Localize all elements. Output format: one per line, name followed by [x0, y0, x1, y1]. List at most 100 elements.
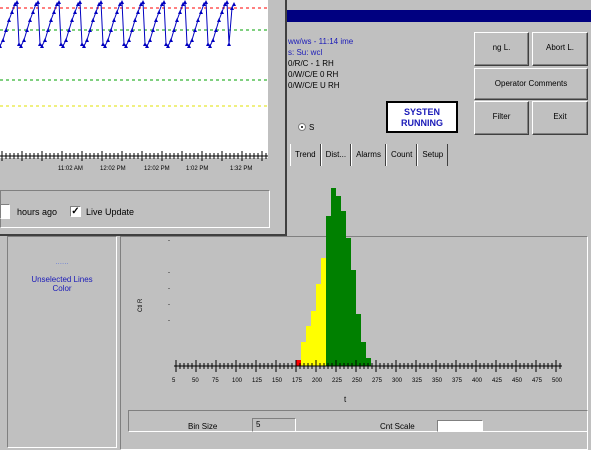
trend-point	[175, 18, 179, 22]
trend-point	[67, 28, 71, 32]
hours-ago-input[interactable]	[0, 204, 10, 219]
trend-point	[31, 10, 35, 14]
trend-point	[49, 18, 53, 22]
trend-point	[103, 44, 107, 48]
color-link[interactable]: Color	[52, 284, 72, 293]
trend-point	[15, 0, 19, 4]
trend-point	[78, 0, 82, 4]
x-tick-label: 450	[512, 378, 523, 384]
trend-window: 11:02 AM 12:02 PM 12:02 PM 1:02 PM 1:32 …	[0, 0, 287, 236]
app-title-bar	[286, 10, 591, 22]
trend-point	[133, 18, 137, 22]
histogram-bar	[321, 258, 326, 366]
abort-button[interactable]: Abort L.	[532, 32, 588, 66]
tab-distribution[interactable]: Dist...	[320, 144, 352, 166]
trend-point	[185, 42, 189, 46]
x-tick-label: 5	[172, 378, 176, 384]
trend-point	[199, 10, 203, 14]
x-tick-label: 300	[392, 378, 403, 384]
x-tick-label: 275	[372, 378, 383, 384]
x-tick-label: 325	[412, 378, 423, 384]
tab-count[interactable]: Count	[385, 144, 418, 166]
x-tick-label: 400	[472, 378, 483, 384]
histogram-bar	[311, 311, 316, 366]
trend-point	[70, 18, 74, 22]
info-line: ww/ws - 11:14 ime	[288, 37, 354, 46]
histogram-bars	[296, 188, 371, 366]
live-update-checkbox[interactable]: ✓	[70, 206, 81, 217]
trend-point	[25, 28, 29, 32]
trend-point	[196, 18, 200, 22]
trend-point	[143, 42, 147, 46]
trend-point	[73, 10, 77, 14]
trend-series-line	[0, 0, 235, 47]
histogram-bar	[356, 314, 361, 366]
count-scale-input[interactable]	[437, 420, 483, 432]
live-update-label: Live Update	[86, 207, 135, 217]
time-label: 11:02 AM	[58, 166, 83, 172]
unselected-lines-link[interactable]: Unselected Lines	[31, 275, 93, 284]
trend-point	[4, 28, 8, 32]
trend-point	[183, 0, 187, 4]
exit-button[interactable]: Exit	[532, 101, 588, 135]
trend-point	[57, 0, 61, 4]
x-tick-label: 100	[232, 378, 243, 384]
trend-point	[115, 10, 119, 14]
time-label: 12:02 PM	[144, 166, 170, 172]
radio-option[interactable]: S	[298, 123, 314, 132]
trend-point	[80, 42, 84, 46]
trend-point	[1, 38, 5, 42]
trend-point	[208, 44, 212, 48]
x-axis-ticks	[175, 360, 561, 372]
trend-point	[94, 10, 98, 14]
trend-plot-area	[0, 0, 268, 158]
trend-point	[19, 44, 23, 48]
x-tick-label: 500	[552, 378, 563, 384]
trend-point	[220, 10, 224, 14]
svg-text:-: -	[168, 302, 170, 308]
trend-point	[64, 38, 68, 42]
svg-text:-: -	[168, 270, 170, 276]
trend-point	[193, 28, 197, 32]
x-axis-tick-labels: 5 50 75 100 125 150 175 200 225 250 275 300 325 350 37…	[172, 378, 563, 384]
x-tick-label: 50	[192, 378, 199, 384]
trend-point	[187, 44, 191, 48]
x-tick-label: 475	[532, 378, 543, 384]
histogram-bar	[316, 284, 321, 366]
x-tick-label: 75	[212, 378, 219, 384]
operator-comments-button[interactable]: Operator Comments	[474, 68, 588, 100]
trend-point	[46, 28, 50, 32]
trend-point	[28, 18, 32, 22]
histogram-bar	[306, 326, 311, 366]
selected-lines-link[interactable]: ......	[55, 257, 69, 266]
tab-setup[interactable]: Setup	[417, 144, 449, 166]
trend-point	[232, 2, 236, 6]
time-label: 1:32 PM	[230, 166, 252, 172]
bin-size-input[interactable]: 5	[252, 418, 296, 432]
button-1[interactable]: ng L.	[474, 32, 529, 66]
info-line: 0/W/C/E 0 RH	[288, 70, 339, 79]
info-line: 0/W/C/E U RH	[288, 81, 340, 90]
trend-series-points	[0, 0, 236, 48]
trend-point	[151, 28, 155, 32]
trend-point	[61, 44, 65, 48]
trend-point	[88, 28, 92, 32]
trend-point	[141, 0, 145, 4]
trend-point	[172, 28, 176, 32]
count-scale-label: Cnt Scale	[380, 422, 415, 431]
trend-point	[52, 10, 56, 14]
x-axis-title: t	[344, 395, 347, 404]
x-tick-label: 350	[432, 378, 443, 384]
trend-point	[190, 38, 194, 42]
tab-alarms[interactable]: Alarms	[351, 144, 386, 166]
filter-button[interactable]: Filter	[474, 101, 529, 135]
histogram-settings-strip	[128, 410, 588, 432]
histogram-bar	[331, 188, 336, 366]
histogram-bar	[346, 238, 351, 366]
trend-point	[225, 0, 229, 4]
histogram-bar	[296, 360, 301, 366]
trend-point	[206, 42, 210, 46]
trend-point	[17, 42, 21, 46]
tab-trend[interactable]: Trend	[290, 144, 321, 166]
histogram-bar	[336, 196, 341, 366]
